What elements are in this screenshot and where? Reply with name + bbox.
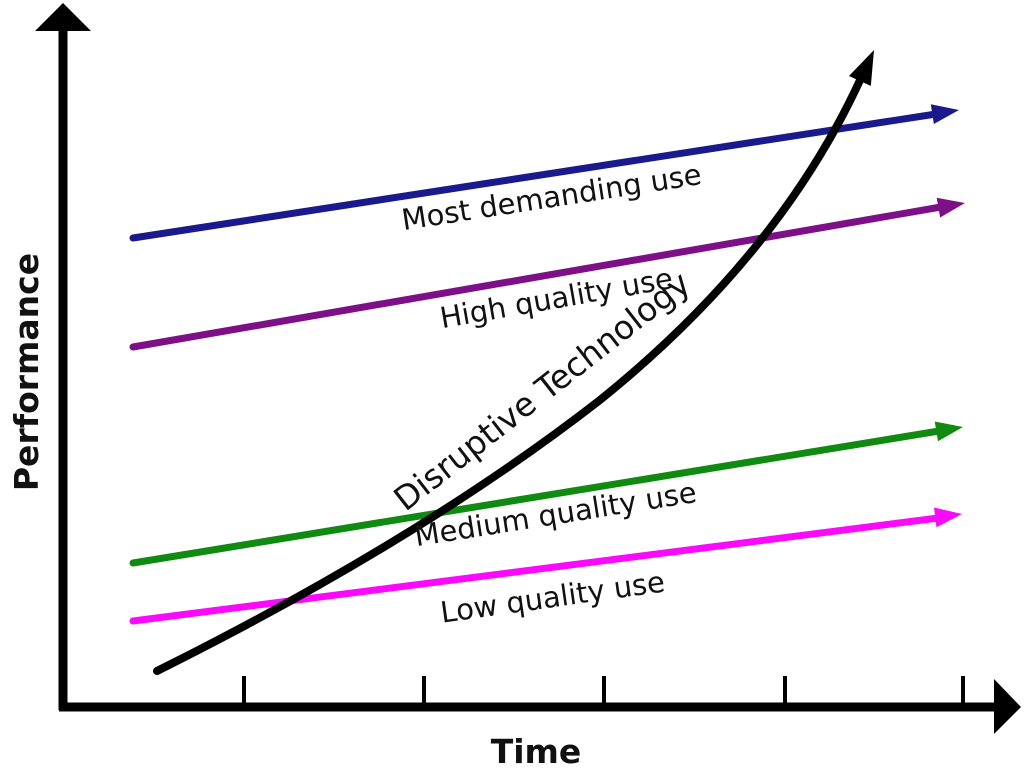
y-axis bbox=[35, 3, 91, 710]
series-medium-quality-use bbox=[129, 421, 963, 567]
series-high-quality-use bbox=[129, 197, 965, 351]
series-disruptive-technology bbox=[153, 50, 874, 675]
series-line-low-quality-use bbox=[129, 514, 942, 625]
series-line-high-quality-use bbox=[129, 203, 945, 351]
y-axis-title: Performance bbox=[7, 253, 46, 491]
series-label-medium-quality-use: Medium quality use bbox=[412, 475, 699, 553]
x-axis-ticks bbox=[242, 676, 965, 703]
series-arrowhead-medium-quality-use bbox=[934, 421, 963, 442]
series-arrowhead-high-quality-use bbox=[936, 197, 965, 218]
series-low-quality-use bbox=[129, 507, 962, 625]
x-axis-arrowhead-icon bbox=[994, 679, 1021, 734]
series-label-most-demanding-use: Most demanding use bbox=[399, 157, 704, 237]
series-arrowhead-low-quality-use bbox=[933, 507, 962, 528]
series-most-demanding-use bbox=[129, 104, 959, 242]
x-axis-title: Time bbox=[491, 732, 582, 771]
series-line-most-demanding-use bbox=[129, 110, 940, 242]
y-axis-arrowhead-icon bbox=[35, 3, 91, 31]
series-arrowhead-most-demanding-use bbox=[930, 104, 959, 125]
series-line-medium-quality-use bbox=[129, 427, 943, 567]
x-axis bbox=[59, 676, 1021, 734]
series-arrowhead-disruptive-technology bbox=[848, 50, 874, 86]
series-curve-disruptive-technology bbox=[153, 74, 865, 675]
